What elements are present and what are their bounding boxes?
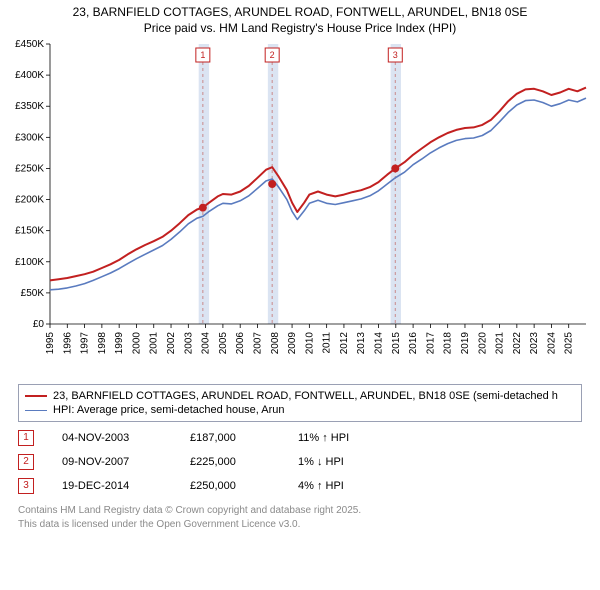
svg-text:2001: 2001 [149, 332, 160, 355]
svg-text:1: 1 [200, 50, 205, 60]
marker-hpi: 1% ↓ HPI [298, 456, 398, 468]
svg-text:2010: 2010 [304, 332, 315, 355]
svg-text:2014: 2014 [374, 332, 385, 355]
svg-text:2013: 2013 [356, 332, 367, 355]
svg-text:£50K: £50K [21, 288, 45, 299]
svg-text:£200K: £200K [15, 195, 44, 206]
svg-text:2024: 2024 [546, 332, 557, 355]
footer-licence: Contains HM Land Registry data © Crown c… [18, 504, 582, 531]
svg-text:2015: 2015 [391, 332, 402, 355]
marker-row: 3 19-DEC-2014 £250,000 4% ↑ HPI [18, 474, 582, 498]
marker-row: 2 09-NOV-2007 £225,000 1% ↓ HPI [18, 450, 582, 474]
svg-text:2025: 2025 [564, 332, 575, 355]
svg-text:2020: 2020 [477, 332, 488, 355]
legend-item: 23, BARNFIELD COTTAGES, ARUNDEL ROAD, FO… [25, 389, 575, 403]
svg-text:2003: 2003 [183, 332, 194, 355]
svg-text:2000: 2000 [131, 332, 142, 355]
svg-text:2009: 2009 [287, 332, 298, 355]
legend-label: HPI: Average price, semi-detached house,… [53, 404, 285, 416]
svg-text:2012: 2012 [339, 332, 350, 355]
legend-swatch [25, 395, 47, 397]
legend-swatch [25, 410, 47, 411]
svg-text:2021: 2021 [495, 332, 506, 355]
sale-markers-table: 1 04-NOV-2003 £187,000 11% ↑ HPI 2 09-NOV-200… [18, 426, 582, 498]
legend-label: 23, BARNFIELD COTTAGES, ARUNDEL ROAD, FO… [53, 390, 558, 402]
svg-text:£450K: £450K [15, 39, 44, 50]
svg-text:2007: 2007 [252, 332, 263, 355]
chart-title: 23, BARNFIELD COTTAGES, ARUNDEL ROAD, FO… [0, 0, 600, 38]
svg-text:£100K: £100K [15, 257, 44, 268]
svg-text:2019: 2019 [460, 332, 471, 355]
svg-text:2: 2 [270, 50, 275, 60]
svg-text:£250K: £250K [15, 164, 44, 175]
line-chart: £0 £50K £100K £150K £200K £250K £300K £350K £400… [10, 38, 590, 378]
svg-text:2022: 2022 [512, 332, 523, 355]
marker-hpi: 4% ↑ HPI [298, 480, 398, 492]
svg-text:1996: 1996 [62, 332, 73, 355]
svg-text:£0: £0 [33, 319, 45, 330]
legend: 23, BARNFIELD COTTAGES, ARUNDEL ROAD, FO… [18, 384, 582, 422]
marker-hpi: 11% ↑ HPI [298, 432, 398, 444]
svg-text:2008: 2008 [270, 332, 281, 355]
svg-text:£150K: £150K [15, 226, 44, 237]
title-line2: Price paid vs. HM Land Registry's House … [144, 21, 456, 35]
svg-text:£400K: £400K [15, 70, 44, 81]
svg-text:2011: 2011 [322, 332, 333, 354]
footer-line2: This data is licensed under the Open Gov… [18, 519, 300, 530]
svg-text:2006: 2006 [235, 332, 246, 355]
chart-area: £0 £50K £100K £150K £200K £250K £300K £350K £400… [0, 38, 600, 378]
marker-number: 3 [18, 478, 34, 494]
marker-number: 1 [18, 430, 34, 446]
marker-date: 04-NOV-2003 [62, 432, 162, 444]
svg-text:3: 3 [393, 50, 398, 60]
marker-number: 2 [18, 454, 34, 470]
svg-text:1998: 1998 [97, 332, 108, 355]
marker-price: £250,000 [190, 480, 270, 492]
marker-row: 1 04-NOV-2003 £187,000 11% ↑ HPI [18, 426, 582, 450]
marker-date: 09-NOV-2007 [62, 456, 162, 468]
legend-item: HPI: Average price, semi-detached house,… [25, 403, 575, 417]
footer-line1: Contains HM Land Registry data © Crown c… [18, 505, 361, 516]
title-line1: 23, BARNFIELD COTTAGES, ARUNDEL ROAD, FO… [73, 5, 528, 19]
svg-text:2005: 2005 [218, 332, 229, 355]
svg-text:2002: 2002 [166, 332, 177, 355]
svg-text:1997: 1997 [80, 332, 91, 355]
marker-date: 19-DEC-2014 [62, 480, 162, 492]
svg-text:2018: 2018 [443, 332, 454, 355]
svg-text:1995: 1995 [45, 332, 56, 355]
svg-text:2017: 2017 [425, 332, 436, 355]
svg-text:2016: 2016 [408, 332, 419, 355]
svg-text:2023: 2023 [529, 332, 540, 355]
marker-price: £225,000 [190, 456, 270, 468]
svg-text:1999: 1999 [114, 332, 125, 355]
marker-price: £187,000 [190, 432, 270, 444]
svg-text:2004: 2004 [201, 332, 212, 355]
svg-text:£350K: £350K [15, 102, 44, 113]
svg-text:£300K: £300K [15, 133, 44, 144]
